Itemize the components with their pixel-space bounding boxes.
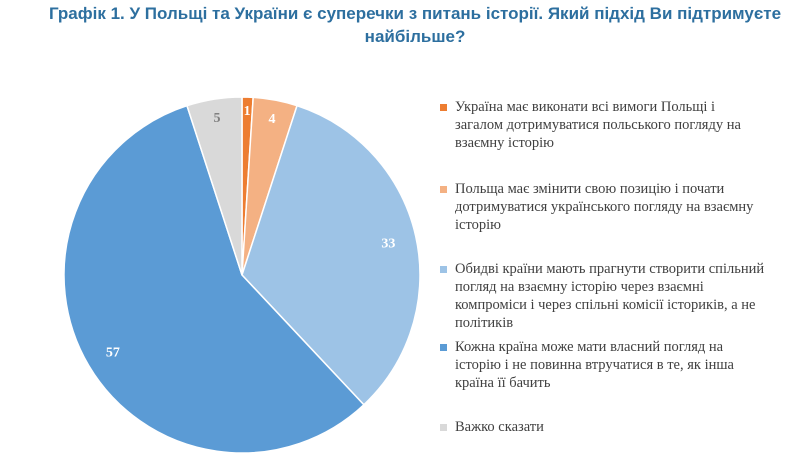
pie-value-label-1: 1 (244, 104, 251, 119)
legend-swatch-2 (440, 186, 447, 193)
legend-swatch-3 (440, 266, 447, 273)
pie-slice-4 (63, 104, 365, 454)
legend-label-1: Україна має виконати всі вимоги Польщі і… (455, 99, 741, 151)
legend-swatch-1 (440, 104, 447, 111)
pie-value-label-5: 5 (213, 111, 220, 126)
pie-slice-3 (241, 104, 421, 406)
pie-value-label-4: 57 (106, 345, 120, 360)
legend-swatch-4 (440, 344, 447, 351)
chart-title: Графік 1. У Польщі та України є суперечк… (0, 2, 812, 48)
pie-value-label-3: 33 (381, 236, 395, 251)
legend-label-3: Обидві країни мають прагнути створити сп… (455, 261, 765, 331)
legend-label-2: Польща має змінити свою позицію і почати… (455, 181, 754, 233)
chart-title-line-2: найбільше? (364, 27, 466, 46)
legend-swatch-5 (440, 424, 447, 431)
pie-slice-5 (186, 96, 243, 276)
chart-title-line-1: Графік 1. У Польщі та України є суперечк… (48, 4, 782, 23)
pie-value-label-2: 4 (268, 112, 275, 127)
legend-label-4: Кожна країна може мати власний погляд на… (455, 339, 734, 391)
legend-label-5: Важко сказати (455, 419, 544, 435)
